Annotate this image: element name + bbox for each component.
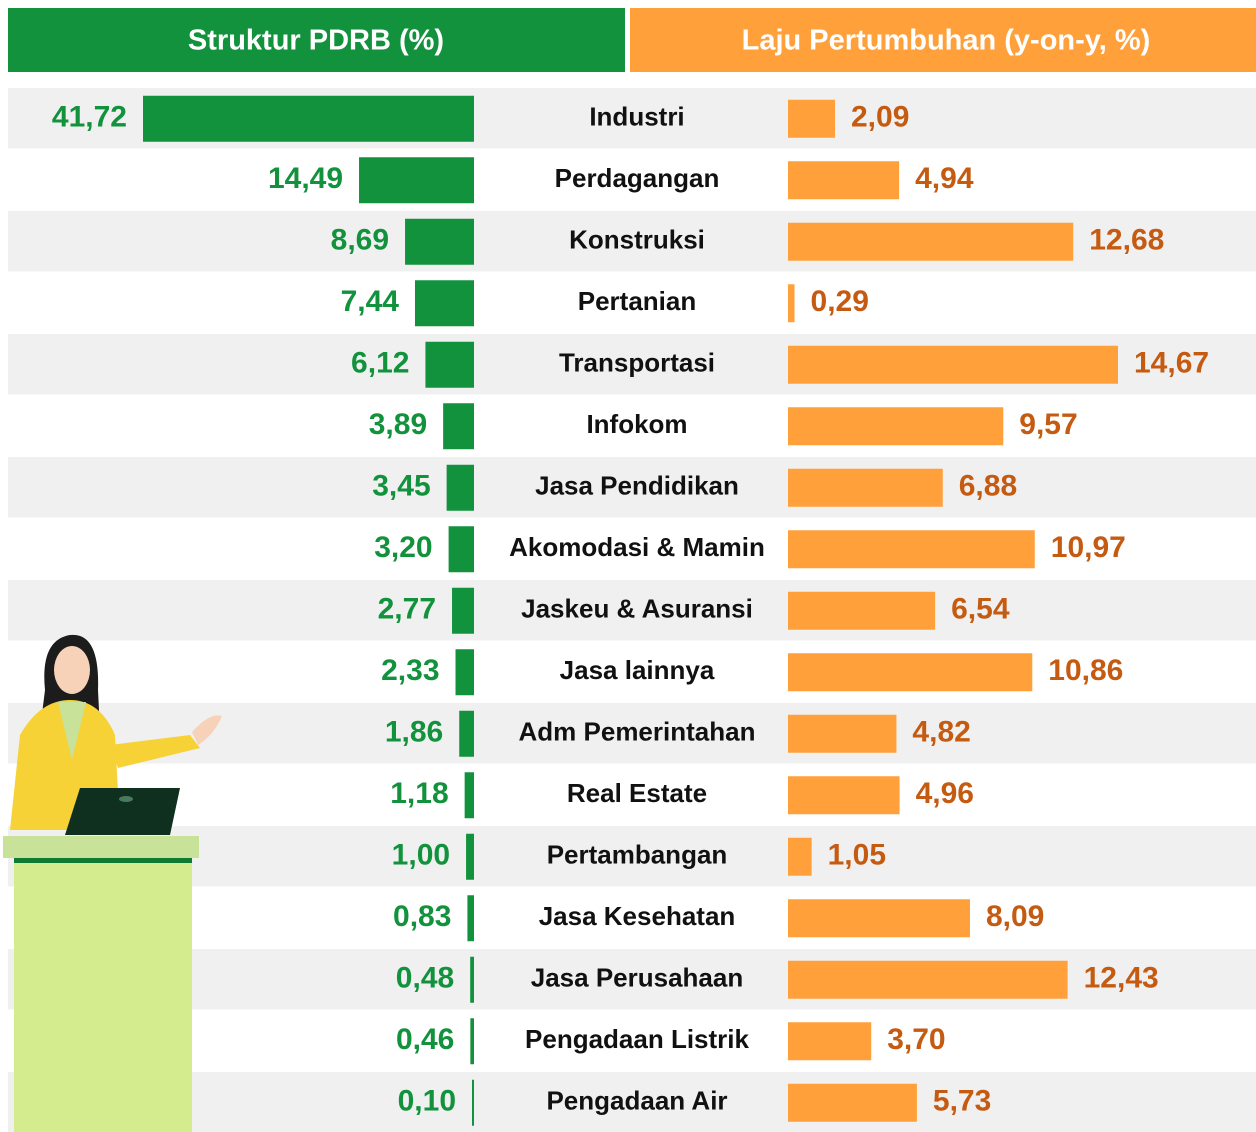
value-label: 0,83 [393,900,451,933]
value-label: 4,96 [916,777,974,810]
bar [788,653,1033,692]
bar [788,1083,917,1122]
bar [472,1079,474,1126]
bar [359,157,474,204]
category-label: Jasa lainnya [560,655,715,685]
bar [788,776,900,815]
category-label: Akomodasi & Mamin [509,532,765,562]
value-label: 0,29 [811,285,869,318]
bar [446,464,474,511]
category-label: Jasa Perusahaan [531,963,743,993]
row-band [8,457,1256,518]
category-label: Pertambangan [547,840,728,870]
row-band [8,703,1256,764]
category-label: Jasa Kesehatan [539,901,736,931]
value-label: 1,00 [392,839,450,872]
value-label: 0,46 [396,1023,454,1056]
bar [788,284,795,323]
bar [414,280,474,327]
value-label: 1,05 [828,839,886,872]
value-label: 8,69 [331,224,389,257]
row-band [8,1072,1256,1132]
bar [788,407,1004,446]
category-label: Jasa Pendidikan [535,471,739,501]
value-label: 6,88 [959,470,1017,503]
category-label: Adm Pemerintahan [519,717,756,747]
bar [448,526,474,573]
value-label: 14,67 [1134,347,1209,380]
bar [788,345,1118,384]
presenter-illustration [3,634,222,1132]
bar [788,899,970,938]
bar [788,468,943,507]
bar [788,99,836,138]
value-label: 14,49 [268,162,343,195]
bar [467,895,474,942]
bar [788,837,812,876]
value-label: 2,33 [381,654,439,687]
value-label: 3,89 [369,408,427,441]
category-label: Pertanian [578,286,697,316]
row-backgrounds [8,88,1256,1132]
legend-left: Struktur PDRB (%) [188,25,444,57]
value-label: 1,86 [385,716,443,749]
bar [788,161,900,200]
value-label: 4,94 [915,162,974,195]
bar [788,1022,872,1061]
value-label: 2,09 [851,101,909,134]
bar [464,772,474,819]
value-label: 3,20 [374,531,432,564]
bar [470,1018,474,1065]
bars: Industri 41,72 2,09 Perdagangan 14,49 4,94 Kon… [52,95,1209,1126]
value-label: 0,48 [396,962,454,995]
category-label: Infokom [586,409,687,439]
category-label: Transportasi [559,348,715,378]
value-label: 10,97 [1051,531,1126,564]
category-label: Konstruksi [569,225,705,255]
value-label: 1,18 [390,777,448,810]
value-label: 6,12 [351,347,409,380]
bar [452,587,474,634]
bar [459,710,474,757]
bar [788,960,1068,999]
legend-right: Laju Pertumbuhan (y-on-y, %) [742,25,1151,57]
value-label: 7,44 [341,285,400,318]
bar [466,833,474,880]
value-label: 8,09 [986,900,1044,933]
value-label: 10,86 [1048,654,1123,687]
bar [425,341,474,388]
bar [443,403,474,450]
row-band [8,826,1256,887]
value-label: 3,45 [372,470,430,503]
category-label: Pengadaan Listrik [525,1024,749,1054]
value-label: 9,57 [1019,408,1077,441]
value-label: 3,70 [887,1023,945,1056]
bar [455,649,474,696]
category-label: Perdagangan [555,163,720,193]
value-label: 2,77 [378,593,436,626]
row-band [8,580,1256,641]
category-label: Industri [589,102,684,132]
bar [788,530,1035,569]
bar [143,95,474,142]
value-label: 12,43 [1084,962,1159,995]
header-right [630,8,1256,72]
bar [470,956,474,1003]
category-label: Jaskeu & Asuransi [521,594,753,624]
value-label: 6,54 [951,593,1010,626]
bar [788,714,897,753]
value-label: 4,82 [912,716,970,749]
value-label: 41,72 [52,101,127,134]
value-label: 0,10 [398,1085,456,1118]
header-left [8,8,625,72]
value-label: 12,68 [1089,224,1164,257]
bar [788,591,936,630]
category-label: Pengadaan Air [546,1086,727,1116]
value-label: 5,73 [933,1085,991,1118]
bar [788,222,1074,261]
bar [405,218,474,265]
category-label: Real Estate [567,778,707,808]
